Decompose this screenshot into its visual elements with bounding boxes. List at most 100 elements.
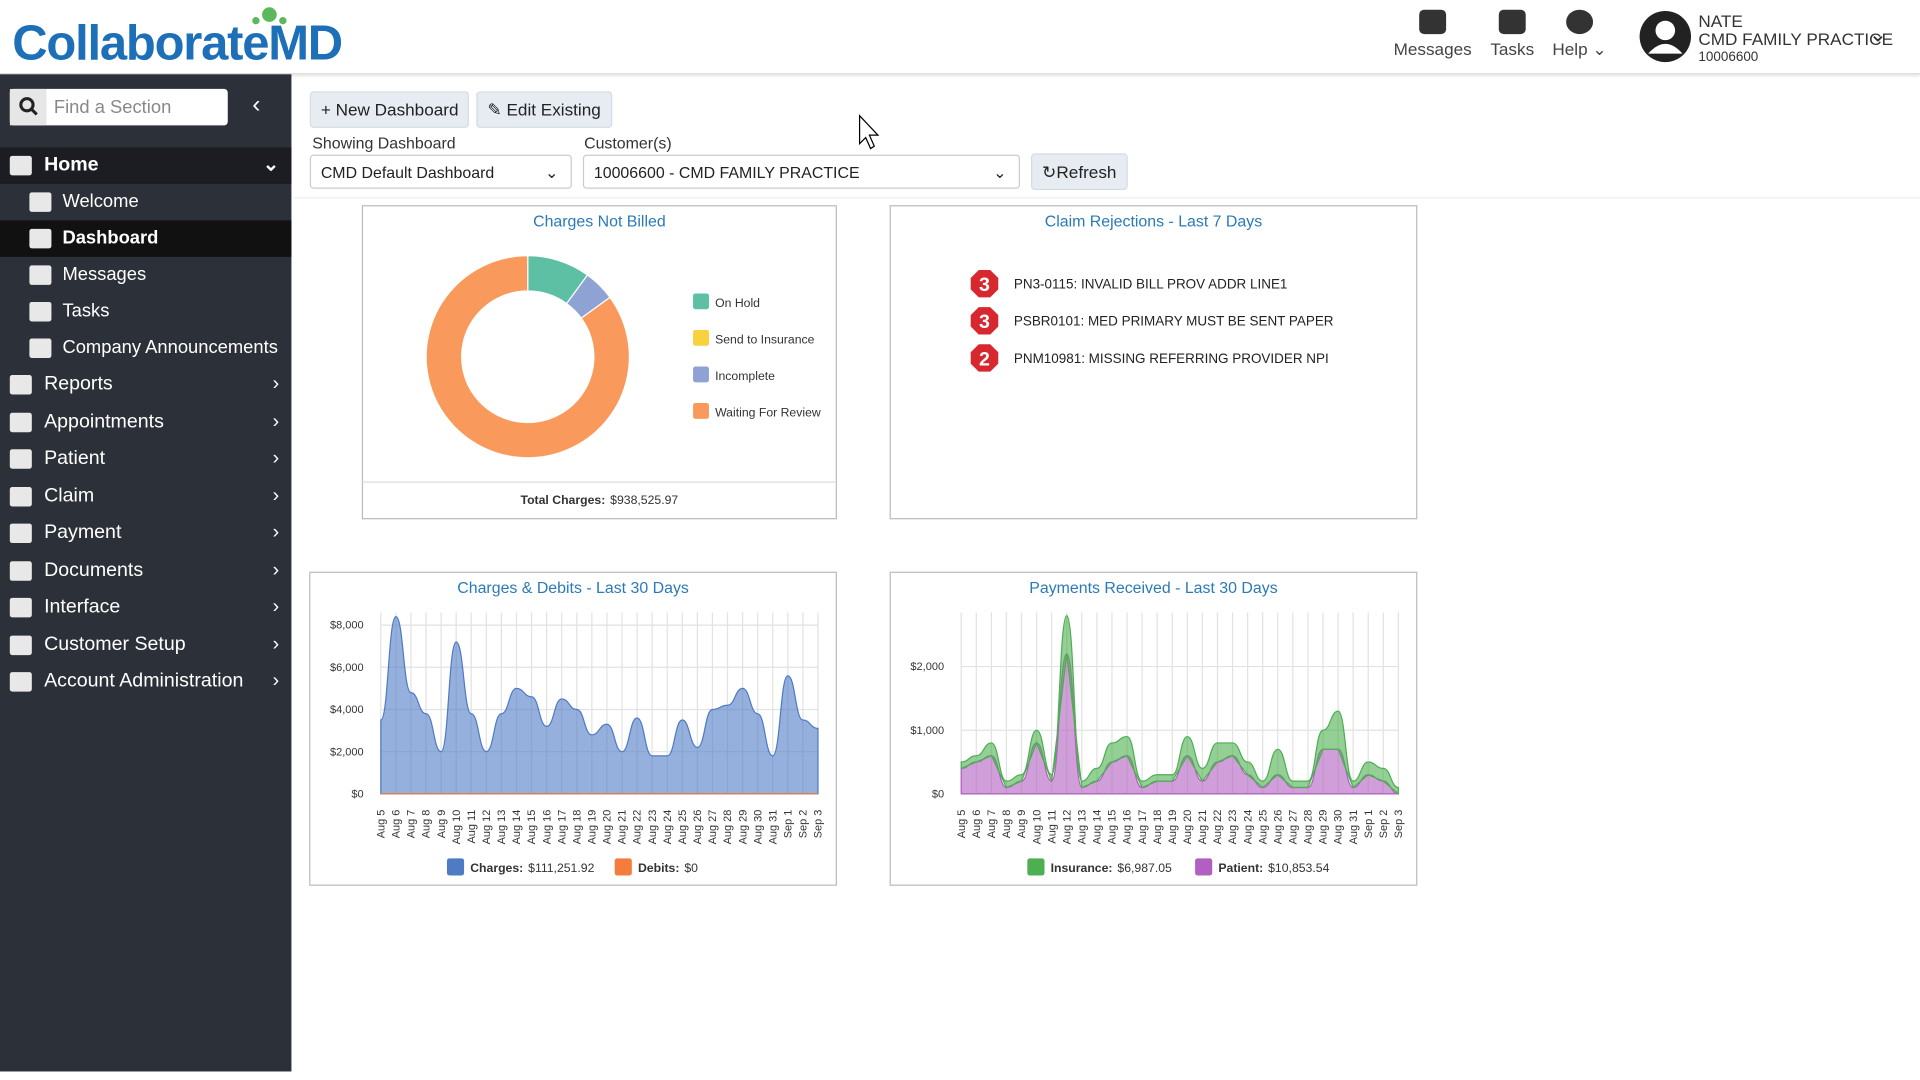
legend-label: On Hold [715,296,760,310]
x-tick-label: Aug 12 [481,810,493,845]
menu-home[interactable]: Home ⌄ [0,147,292,184]
avatar[interactable] [1638,10,1692,64]
menu-chevron: › [272,373,280,395]
footer: Total Charges: $938,525.97 [521,493,679,507]
x-tick-label: Aug 24 [662,810,674,845]
menu-subitem[interactable]: Welcome [0,184,291,221]
menu-section[interactable]: Patient › [0,441,291,478]
menu-chevron: › [272,485,280,506]
menu-chevron: ⌄ [262,154,280,176]
menu-icon [29,265,52,285]
collapse-button[interactable]: ‹ [252,91,261,119]
menu-section[interactable]: Appointments › [0,404,291,441]
menu-section[interactable]: Account Administration › [0,664,291,701]
refresh-button[interactable]: ↻Refresh [1031,153,1128,190]
x-tick-label: Aug 26 [692,810,704,845]
donut-slice [425,255,630,459]
x-tick-label: Aug 31 [767,810,779,845]
menu-section[interactable]: Claim › [0,478,291,515]
widget-frame [309,571,837,886]
count-badge [968,342,1001,374]
x-tick-label: Aug 13 [1076,810,1088,845]
menu-subitem[interactable]: Dashboard [0,220,292,257]
count-badge [968,268,1001,300]
x-tick-label: Aug 5 [375,810,387,839]
button-label: New Dashboard [335,99,459,120]
menu-icon [9,597,32,618]
menu-label: Appointments [44,410,164,432]
x-tick-label: Aug 14 [511,810,523,845]
menu-label: Welcome [62,191,139,212]
x-tick-label: Aug 12 [1061,810,1073,845]
menu-label: Account Administration [44,670,244,692]
nav-help[interactable]: Help ⌄ [1537,9,1623,60]
legend-label: Waiting For Review [715,405,821,419]
x-tick-label: Aug 11 [466,810,478,844]
search-icon [9,88,47,126]
menu-section[interactable]: Documents › [0,552,291,589]
logo[interactable]: CollaborateMD [12,17,343,72]
x-tick-label: Sep 2 [1378,810,1390,839]
legend-entry: Charges: $111,251.92 [470,861,594,875]
button-label: Edit Existing [506,99,601,120]
legend-swatch [693,329,709,346]
x-tick-label: Aug 23 [1227,810,1239,845]
x-tick-label: Aug 20 [602,810,614,845]
menu-icon [9,523,32,544]
search-box[interactable]: Find a Section [9,88,228,126]
dashboard-select[interactable]: CMD Default Dashboard ⌄ [309,154,572,189]
x-tick-label: Aug 6 [971,810,983,839]
menu-subitem[interactable]: Company Announcements [0,330,291,367]
legend-total: $0 [684,861,698,875]
area-series [380,616,819,795]
area-series [960,653,1399,795]
x-tick-label: Sep 3 [1393,810,1405,839]
menu-subitem[interactable]: Tasks [0,293,291,330]
x-tick-label: Aug 24 [1242,810,1254,845]
menu-label: Claim [44,485,95,506]
x-tick-label: Aug 17 [1137,810,1149,845]
logo-mark [252,7,287,25]
menu-icon [9,449,32,469]
edit-existing-button[interactable]: ✎ Edit Existing [476,91,612,128]
user-caret: ⌄ [1868,21,1888,47]
menu-icon [9,375,32,395]
nav-tasks[interactable]: Tasks [1469,9,1555,59]
menu-subitem[interactable]: Messages [0,257,291,294]
y-tick-label: $2,000 [910,661,944,673]
rejection-text: PNM10981: MISSING REFERRING PROVIDER NPI [1014,351,1329,366]
nav-label: Tasks [1490,38,1535,59]
menu-icon [29,192,52,212]
x-tick-label: Sep 2 [798,810,810,839]
legend-name: Patient: [1218,861,1263,875]
count-value: 2 [979,348,990,370]
chart-title: Payments Received - Last 30 Days [1029,580,1277,597]
x-tick-label: Aug 28 [722,810,734,845]
x-tick-label: Aug 25 [677,810,689,845]
new-dashboard-button[interactable]: + New Dashboard [309,91,470,128]
x-tick-label: Aug 16 [541,810,553,845]
menu-section[interactable]: Payment › [0,515,291,552]
user-menu[interactable]: NATE CMD FAMILY PRACTICE 10006600 [1698,12,1893,67]
y-tick-label: $0 [351,789,363,801]
menu-section[interactable]: Customer Setup › [0,626,291,663]
legend-entry: Patient: $10,853.54 [1218,861,1329,875]
x-tick-label: Aug 15 [1107,810,1119,845]
area-series [960,615,1399,796]
nav-label: Help [1552,38,1588,59]
widget-frame [889,571,1418,886]
menu-section[interactable]: Reports › [0,366,291,403]
x-tick-label: Aug 29 [737,810,749,845]
chart-title: Charges & Debits - Last 30 Days [457,580,689,597]
legend-swatch [614,858,632,876]
customer-select[interactable]: 10006600 - CMD FAMILY PRACTICE ⌄ [582,154,1021,189]
menu-chevron: › [272,670,280,692]
rejection-text: PN3-0115: INVALID BILL PROV ADDR LINE1 [1014,277,1288,292]
donut-slice [566,274,588,304]
x-tick-label: Aug 26 [1272,810,1284,845]
menu-section[interactable]: Interface › [0,589,291,626]
y-tick-label: $1,000 [910,725,944,737]
select-value: CMD Default Dashboard [320,163,495,182]
x-tick-label: Aug 9 [436,810,448,839]
nav-messages[interactable]: Messages [1390,9,1476,59]
